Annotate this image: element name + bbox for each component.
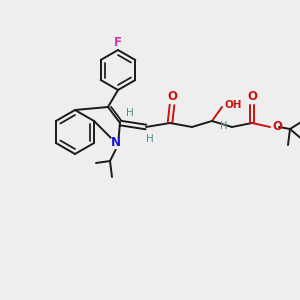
- Text: O: O: [272, 119, 282, 133]
- Text: O: O: [167, 91, 177, 103]
- Text: OH: OH: [224, 100, 242, 110]
- Bar: [111, 138, 121, 148]
- Text: H: H: [126, 108, 134, 118]
- Text: O: O: [247, 91, 257, 103]
- Text: H: H: [146, 134, 154, 144]
- Text: H: H: [220, 121, 228, 131]
- Text: F: F: [114, 35, 122, 49]
- Text: N: N: [111, 136, 121, 149]
